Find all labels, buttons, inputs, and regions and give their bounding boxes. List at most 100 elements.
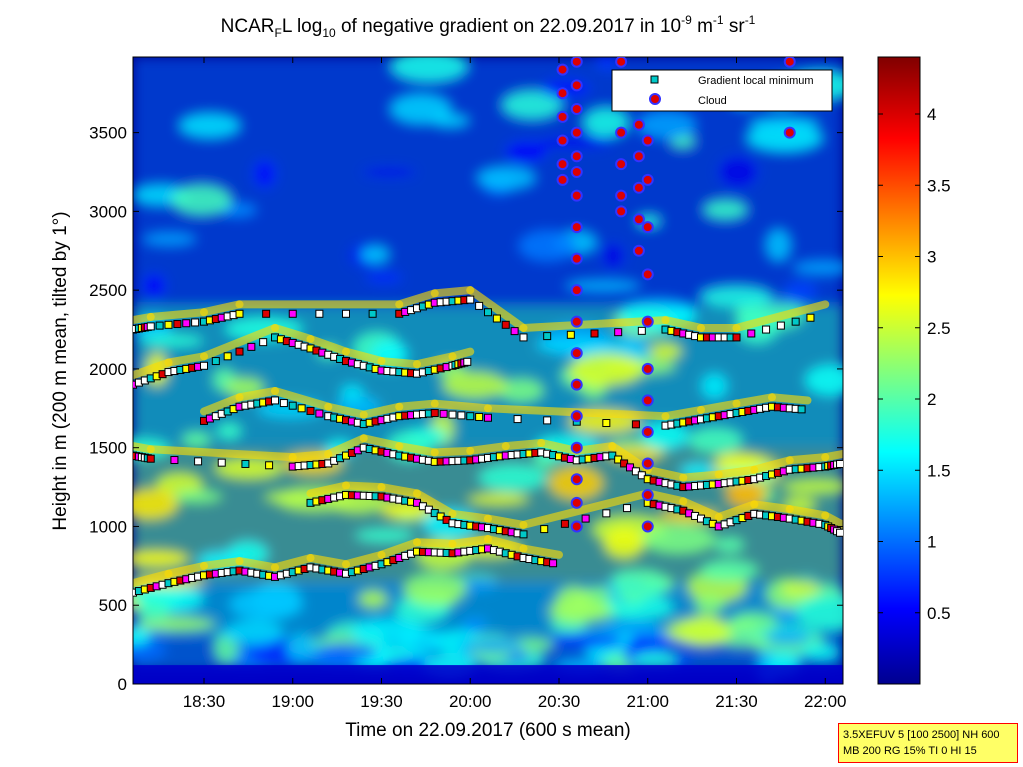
minimum-marker: [836, 528, 843, 537]
x-tick-label: 21:30: [715, 692, 758, 711]
cloud-marker: [641, 268, 654, 281]
minimum-marker: [637, 326, 646, 335]
layer-streak: [484, 535, 528, 553]
field-patch: [339, 383, 365, 401]
y-tick-label: 2500: [89, 281, 127, 300]
layer-streak: [342, 550, 386, 569]
field-patch: [286, 633, 315, 664]
cloud-markers: [556, 57, 796, 533]
minimum-marker: [223, 352, 232, 361]
field-patch: [354, 527, 415, 543]
minimum-marker: [581, 514, 590, 523]
field-patch: [599, 241, 627, 271]
colorbar-tick-label: 3: [927, 248, 936, 267]
legend-marker-cloud: [649, 93, 661, 105]
cloud-marker: [570, 79, 583, 92]
layer-streak: [377, 483, 421, 498]
colorbar-tick-label: 1.5: [927, 461, 951, 480]
layer-streak: [643, 465, 688, 482]
layer-streak: [821, 511, 843, 529]
cloud-marker: [641, 394, 654, 407]
colorbar-tick-label: 0.5: [927, 604, 951, 623]
cloud-marker: [570, 284, 583, 297]
minimum-marker: [342, 309, 350, 318]
layer-streak: [271, 386, 333, 411]
layer-streak: [501, 438, 546, 451]
cloud-marker: [570, 473, 583, 486]
layer-streak: [359, 402, 404, 419]
layer-streak: [608, 442, 652, 474]
layer-streak: [697, 399, 741, 414]
minimum-marker: [492, 314, 501, 323]
field-patch: [365, 270, 403, 285]
field-patch: [263, 490, 313, 504]
x-tick-label: 21:00: [626, 692, 669, 711]
cloud-marker: [641, 520, 654, 533]
minimum-marker: [265, 461, 274, 470]
layer-streak: [164, 352, 208, 367]
minimum-marker: [806, 313, 815, 322]
layer-streak: [200, 557, 244, 570]
x-tick-label: 19:00: [271, 692, 314, 711]
colorbar-tick-label: 1: [927, 533, 936, 552]
field-patch: [763, 630, 810, 643]
layer-streak: [395, 442, 439, 457]
field-patch: [497, 377, 545, 403]
minimum-marker: [182, 319, 191, 328]
minimum-marker: [590, 329, 599, 338]
field-patch: [223, 619, 285, 646]
field-patch: [781, 580, 821, 598]
cloud-marker: [641, 134, 654, 147]
minimum-marker: [513, 415, 522, 424]
field-patch: [700, 372, 729, 400]
field-patch: [636, 110, 697, 140]
field-patch: [504, 139, 549, 164]
field-patch: [138, 600, 171, 621]
minimum-marker: [241, 459, 250, 468]
minimum-marker: [519, 530, 528, 539]
field-patch: [133, 488, 180, 521]
cloud-marker: [570, 102, 583, 115]
layer-streak: [200, 300, 244, 317]
field-patch: [361, 166, 417, 179]
minimum-marker: [271, 396, 279, 405]
cloud-marker: [570, 496, 583, 509]
layer-streak: [306, 481, 350, 498]
minimum-marker: [194, 457, 203, 466]
layer-streak: [768, 393, 812, 405]
minimum-marker: [510, 327, 519, 336]
minimum-marker: [306, 406, 315, 415]
field-patch: [140, 333, 204, 348]
field-patch: [564, 279, 641, 293]
layer-streak: [413, 538, 457, 548]
y-axis-label: Height in m (200 m mean, tilted by 1°): [50, 211, 71, 530]
field-patch: [783, 280, 818, 302]
field-patch: [357, 589, 389, 609]
layer-streak: [324, 434, 368, 458]
field-patch: [536, 135, 614, 150]
field-patch: [678, 615, 731, 647]
cloud-marker: [615, 57, 628, 68]
field-patch: [616, 589, 647, 603]
cloud-marker: [615, 189, 628, 202]
cloud-marker: [570, 410, 583, 423]
layer-streak: [430, 399, 492, 413]
minimum-marker: [776, 321, 785, 330]
cloud-marker: [556, 110, 569, 123]
minimum-marker: [631, 420, 640, 429]
field-patch: [748, 116, 820, 131]
field-patch: [687, 426, 744, 454]
layer-streak: [235, 386, 279, 402]
minimum-marker: [540, 525, 549, 534]
y-axis: 0 500 1000 1500 2000 2500 3000 3500: [89, 124, 843, 694]
minimum-marker: [623, 504, 632, 513]
field-patch: [141, 272, 167, 299]
cloud-marker: [783, 57, 796, 68]
layer-streak: [785, 505, 830, 520]
minimum-marker: [146, 454, 155, 463]
minimum-marker: [235, 347, 244, 356]
layer-streak: [395, 289, 439, 309]
layer-streak: [661, 316, 705, 332]
minimum-marker: [475, 301, 484, 310]
